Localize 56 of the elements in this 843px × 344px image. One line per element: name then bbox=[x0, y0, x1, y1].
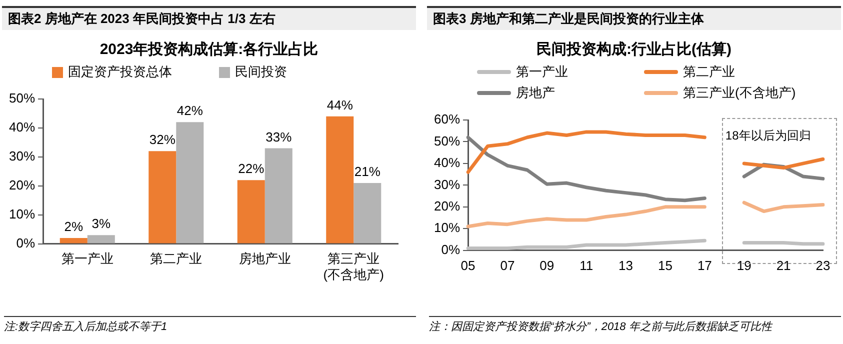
y-tick-label: 20% bbox=[8, 177, 36, 192]
legend-label: 固定资产投资总体 bbox=[68, 63, 172, 81]
x-tick-label: 21 bbox=[776, 258, 791, 273]
x-tick-label: 19 bbox=[736, 258, 752, 273]
chart-subtitle: 民间投资构成:行业占比(估算) bbox=[536, 40, 732, 59]
y-tick-label: 0% bbox=[16, 235, 36, 250]
text: 注:数字四舍五入后加总或不等于1 bbox=[4, 316, 416, 334]
x-tick-label: 11 bbox=[580, 258, 594, 273]
bar bbox=[264, 148, 292, 244]
data-label: 42% bbox=[176, 103, 204, 118]
data-label: 44% bbox=[326, 97, 354, 112]
x-tick-label: 第一产业 bbox=[61, 251, 114, 266]
text: 注：因固定资产投资数据“挤水分”，2018 年之前与此后数据缺乏可比性 bbox=[429, 316, 841, 334]
data-label: 32% bbox=[149, 132, 176, 148]
x-tick-label: 17 bbox=[697, 258, 712, 273]
legend-label: 第三产业(不含地产) bbox=[683, 84, 796, 102]
y-tick-label: 50% bbox=[8, 90, 36, 106]
annotation: 18年以后为回归 bbox=[725, 128, 811, 142]
x-tick-label: 05 bbox=[460, 258, 476, 273]
legend-label: 房地产 bbox=[516, 84, 555, 102]
chart-title: 图表2 房地产在 2023 年民间投资中占 1/3 左右 bbox=[2, 6, 416, 30]
x-tick-label: 第二产业 bbox=[150, 251, 202, 266]
y-tick-label: 30% bbox=[434, 176, 460, 192]
data-label: 2% bbox=[64, 219, 84, 234]
bar bbox=[148, 151, 176, 244]
x-tick-label: 第三产业 (不含地产) bbox=[323, 251, 384, 282]
y-tick-label: 30% bbox=[8, 148, 36, 164]
legend-label: 第二产业 bbox=[683, 63, 735, 81]
y-tick-label: 40% bbox=[8, 120, 36, 135]
x-tick-label: 09 bbox=[540, 258, 554, 273]
y-tick-label: 10% bbox=[8, 206, 36, 222]
bar bbox=[354, 182, 382, 244]
y-tick-label: 10% bbox=[434, 220, 460, 236]
data-label: 22% bbox=[238, 161, 265, 176]
data-label: 33% bbox=[266, 129, 292, 144]
y-tick-label: 40% bbox=[434, 155, 460, 170]
x-tick-label: 15 bbox=[658, 258, 672, 273]
chart-title: 图表3 房地产和第二产业是民间投资的行业主体 bbox=[427, 6, 841, 30]
bar bbox=[237, 180, 265, 244]
bar bbox=[176, 122, 204, 244]
bar bbox=[326, 116, 354, 244]
bar bbox=[87, 235, 115, 244]
x-tick-label: 07 bbox=[500, 258, 515, 273]
data-label: 21% bbox=[354, 164, 381, 180]
x-tick-label: 13 bbox=[618, 258, 634, 273]
y-tick-label: 0% bbox=[441, 242, 460, 257]
legend-label: 民间投资 bbox=[235, 63, 287, 81]
bar bbox=[60, 238, 88, 244]
legend-label: 第一产业 bbox=[516, 63, 568, 81]
y-tick-label: 20% bbox=[434, 198, 460, 214]
data-label: 3% bbox=[92, 216, 111, 232]
x-tick-label: 房地产业 bbox=[238, 251, 291, 266]
y-tick-label: 60% bbox=[434, 112, 460, 127]
chart-subtitle: 2023年投资构成估算:各行业占比 bbox=[98, 40, 320, 59]
y-tick-label: 50% bbox=[434, 133, 460, 148]
x-tick-label: 23 bbox=[816, 258, 830, 273]
